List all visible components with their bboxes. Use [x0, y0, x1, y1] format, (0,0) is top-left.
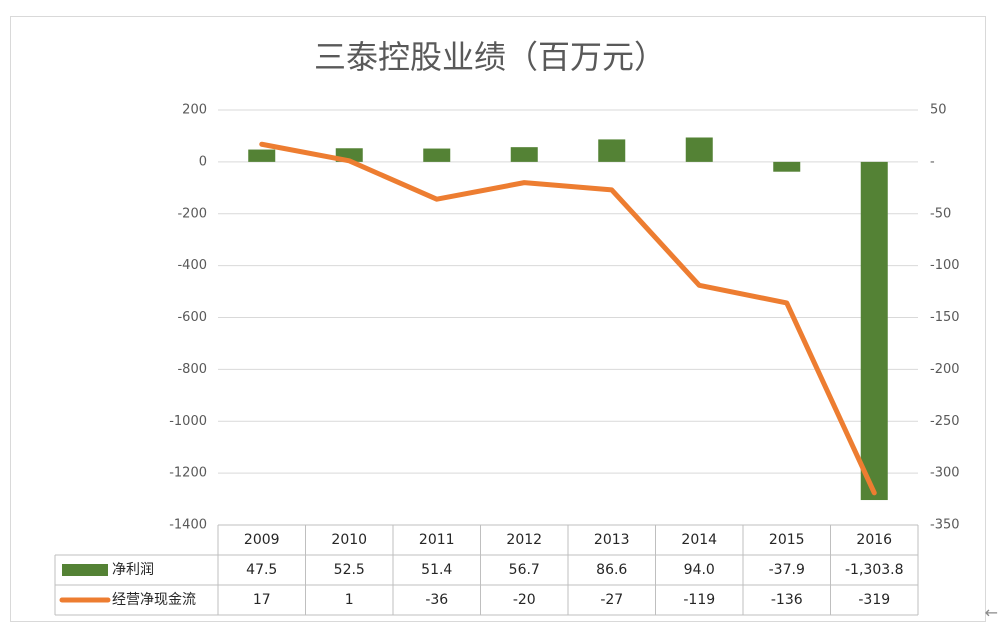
- category-label: 2016: [856, 532, 892, 548]
- line-series: [259, 141, 877, 496]
- right-tick-label: -300: [930, 466, 960, 481]
- right-axis: 50 - -50 -100 -150 -200 -250 -300 -350: [930, 103, 960, 533]
- data-label: -319: [858, 592, 890, 608]
- category-label: 2011: [419, 532, 455, 548]
- category-label: 2013: [594, 532, 630, 548]
- bar: [598, 139, 626, 162]
- legend-key-bar: [62, 564, 108, 576]
- left-tick-label: 200: [182, 103, 207, 118]
- data-label: 51.4: [421, 562, 452, 578]
- data-label: 17: [253, 592, 271, 608]
- left-tick-label: -1200: [169, 466, 207, 481]
- left-tick-label: -400: [177, 258, 207, 273]
- right-tick-label: 50: [930, 103, 947, 118]
- data-label: -27: [600, 592, 623, 608]
- data-label: 52.5: [334, 562, 365, 578]
- left-tick-label: 0: [199, 154, 207, 169]
- right-tick-label: -350: [930, 518, 960, 533]
- chart-frame: [10, 16, 986, 622]
- bar: [423, 148, 451, 162]
- data-label: 47.5: [246, 562, 277, 578]
- data-label: -136: [771, 592, 803, 608]
- bar: [248, 149, 276, 162]
- data-label: -37.9: [769, 562, 805, 578]
- gridlines: [218, 109, 918, 474]
- chart-title: 三泰控股业绩（百万元）: [314, 38, 666, 76]
- left-tick-label: -600: [177, 310, 207, 325]
- category-label: 2009: [244, 532, 280, 548]
- arrow-left-icon: ←: [984, 603, 998, 622]
- legend-label: 净利润: [112, 562, 154, 578]
- bar: [685, 137, 713, 162]
- right-tick-label: -150: [930, 310, 960, 325]
- legend-label: 经营净现金流: [112, 592, 196, 608]
- bar: [773, 161, 801, 172]
- data-label: -1,303.8: [845, 562, 904, 578]
- data-label: -119: [683, 592, 715, 608]
- data-table: 2009 2010 2011 2012 2013 2014 2015 2016 净利润 47.5 5…: [54, 524, 919, 616]
- right-tick-label: -100: [930, 258, 960, 273]
- data-label: -36: [425, 592, 448, 608]
- left-tick-label: -800: [177, 362, 207, 377]
- category-label: 2010: [331, 532, 367, 548]
- category-label: 2014: [681, 532, 717, 548]
- right-tick-label: -50: [930, 206, 951, 221]
- left-tick-label: -1400: [169, 518, 207, 533]
- data-label: 86.6: [596, 562, 627, 578]
- left-tick-label: -1000: [169, 414, 207, 429]
- bar: [860, 161, 888, 501]
- series-line: [259, 141, 877, 496]
- data-label: -20: [513, 592, 536, 608]
- left-axis: 200 0 -200 -400 -600 -800 -1000 -1200 -1400: [169, 103, 207, 533]
- right-tick-label: -200: [930, 362, 960, 377]
- left-tick-label: -200: [177, 206, 207, 221]
- right-tick-label: -: [930, 154, 935, 169]
- bar: [510, 147, 538, 162]
- data-label: 94.0: [684, 562, 715, 578]
- data-label: 56.7: [509, 562, 540, 578]
- right-tick-label: -250: [930, 414, 960, 429]
- category-label: 2015: [769, 532, 805, 548]
- data-label: 1: [345, 592, 354, 608]
- bar-series: [248, 137, 888, 501]
- category-label: 2012: [506, 532, 542, 548]
